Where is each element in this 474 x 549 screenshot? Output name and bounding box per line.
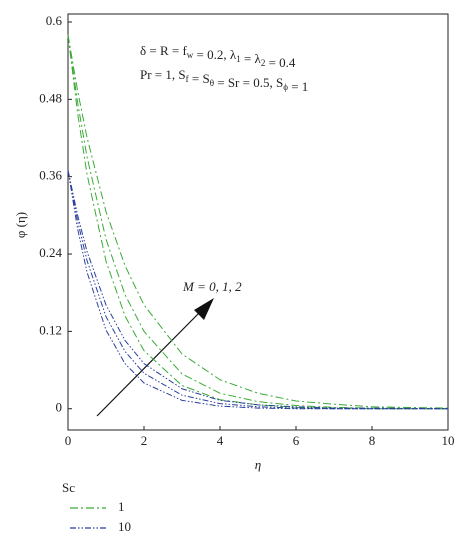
y-tick-label: 0.48 [39, 90, 62, 105]
plot-frame [67, 13, 449, 431]
series-line [67, 34, 449, 409]
x-tick-label: 0 [65, 433, 72, 448]
annotation-text: = S [189, 71, 210, 86]
x-axis-label: η [255, 457, 261, 472]
x-tick-label: 2 [141, 433, 148, 448]
x-tick-label: 4 [217, 433, 224, 448]
annotation-text: = Sr = 0.5, S [214, 75, 283, 90]
annotation-text: = 0.2, λ [193, 47, 237, 62]
x-tick-label: 10 [442, 433, 455, 448]
annotation-subscript: ϕ [283, 82, 288, 92]
annotation-subscript: f [186, 74, 189, 84]
y-tick-label: 0.6 [46, 13, 63, 28]
series-line [67, 170, 448, 410]
y-tick-label: 0 [56, 400, 63, 415]
annotation: Pr = 1, Sf = Sθ = Sr = 0.5, Sϕ = 1 [140, 67, 308, 94]
legend-title: Sc [62, 480, 75, 495]
annotation-text: = λ [241, 51, 262, 66]
arrow-label: M = 0, 1, 2 [182, 279, 242, 294]
arrow-head [194, 298, 214, 320]
annotation-text: = 0.4 [265, 55, 296, 70]
annotation-text: Pr = 1, S [140, 67, 186, 82]
series-line [67, 170, 448, 410]
annotation-text: = 1 [288, 79, 308, 94]
series-line [67, 34, 448, 410]
series-line [67, 34, 449, 410]
y-axis-label: φ (η) [13, 212, 28, 238]
y-tick-label: 0.36 [39, 168, 62, 183]
y-tick-label: 0.24 [39, 245, 62, 260]
series-line [67, 170, 449, 410]
annotation: δ = R = fw = 0.2, λ1 = λ2 = 0.4 [140, 43, 296, 70]
annotation-subscript: θ [210, 78, 214, 88]
legend-label: 10 [118, 519, 131, 534]
legend-label: 1 [118, 499, 125, 514]
annotation-text: δ = R = f [140, 43, 187, 58]
y-tick-label: 0.12 [39, 322, 62, 337]
x-tick-label: 6 [293, 433, 300, 448]
annotation-subscript: w [187, 50, 194, 60]
x-tick-label: 8 [369, 433, 376, 448]
arrow-shaft [96, 311, 201, 417]
annotation-subscript: 2 [261, 58, 266, 68]
annotation-subscript: 1 [236, 54, 241, 64]
